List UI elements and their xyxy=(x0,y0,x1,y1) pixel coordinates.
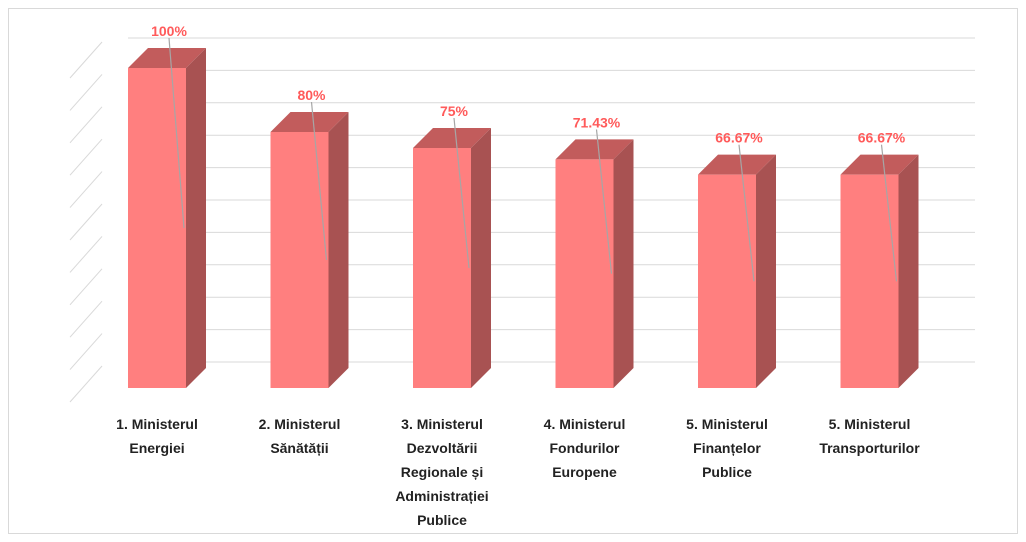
side-grid-line xyxy=(69,365,103,403)
leader-line xyxy=(880,144,898,282)
bar xyxy=(270,132,329,388)
x-tick-label: 3. Ministerul Dezvoltării Regionale și A… xyxy=(395,416,489,528)
leader-line xyxy=(595,129,613,274)
bar-top xyxy=(840,154,919,175)
bar-top xyxy=(128,48,206,68)
x-tick-label: 1. Ministerul Energiei xyxy=(116,416,198,456)
side-grid-line xyxy=(69,203,103,241)
side-grid-line xyxy=(69,300,103,338)
side-grid-line xyxy=(69,138,103,176)
side-grid-line xyxy=(69,41,103,79)
bar-side xyxy=(471,128,491,388)
value-label: 75% xyxy=(440,103,469,119)
bar-top xyxy=(698,154,776,175)
bar-top xyxy=(413,128,491,148)
bar-side xyxy=(898,154,919,388)
value-label: 100% xyxy=(151,23,187,39)
bar-side xyxy=(328,112,349,388)
bar-top xyxy=(555,139,634,160)
side-grid-line xyxy=(69,268,103,306)
side-grid-line xyxy=(69,106,103,144)
x-tick-label: 4. Ministerul Fondurilor Europene xyxy=(543,416,626,480)
side-grid-line xyxy=(69,236,103,273)
value-label: 66.67% xyxy=(858,130,906,146)
bar xyxy=(698,174,756,388)
value-label: 66.67% xyxy=(715,130,763,146)
x-tick-label: 5. Ministerul Transporturilor xyxy=(819,416,920,456)
x-tick-label: 5. Ministerul Finanțelor Publice xyxy=(686,416,768,480)
leader-line xyxy=(453,117,470,269)
bar-top xyxy=(270,112,349,132)
bar xyxy=(413,148,471,388)
bar-side xyxy=(186,48,206,388)
side-grid-line xyxy=(69,333,103,370)
x-tick-label: 2. Ministerul Sănătății xyxy=(258,416,341,456)
bar xyxy=(128,68,186,388)
leader-line xyxy=(168,37,185,229)
bar xyxy=(840,174,899,388)
bar-side xyxy=(613,139,634,388)
value-label: 80% xyxy=(297,87,326,103)
value-label: 71.43% xyxy=(573,114,621,130)
side-grid-line xyxy=(69,171,103,208)
bar-side xyxy=(756,154,776,388)
leader-line xyxy=(738,144,755,282)
leader-line xyxy=(310,101,328,261)
bar xyxy=(555,159,614,388)
side-grid-line xyxy=(69,74,103,111)
